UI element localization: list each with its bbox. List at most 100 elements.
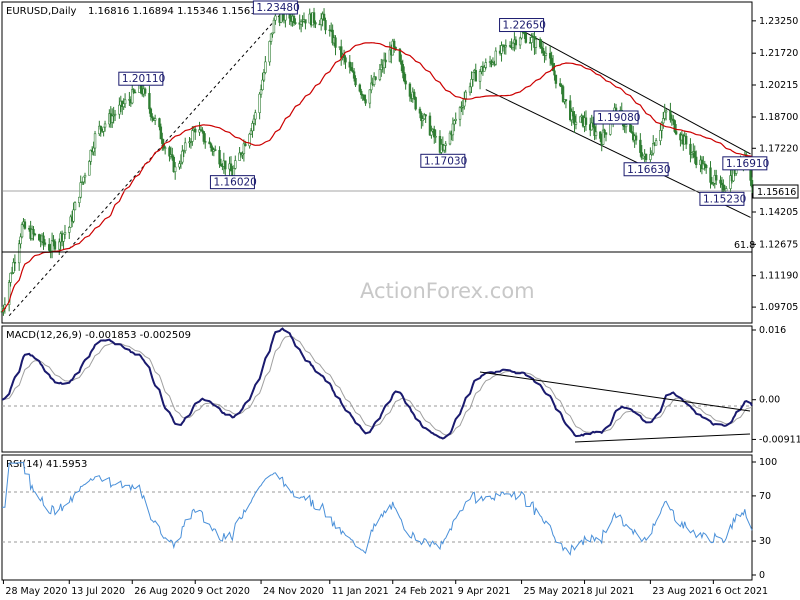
candle-body <box>702 163 705 170</box>
candle-body <box>148 93 151 110</box>
candle-body <box>553 70 556 76</box>
candle-body <box>20 224 24 238</box>
candle-body <box>63 232 67 235</box>
candle-body <box>322 13 326 21</box>
candle-body <box>292 15 296 23</box>
macd-lower-trendline <box>574 433 751 443</box>
price-tick-label: 1.12675 <box>759 239 798 250</box>
candle-body <box>258 93 261 114</box>
price-annotation-box <box>252 0 298 15</box>
candle-body <box>202 131 206 142</box>
rsi-tick-label: 0 <box>759 570 765 581</box>
candle-body <box>674 131 678 135</box>
candle-body <box>122 103 125 107</box>
price-annotation-box <box>209 175 255 190</box>
candle-body <box>238 152 241 161</box>
candle-body <box>234 160 237 169</box>
candle-body <box>358 84 362 92</box>
candle-body <box>33 233 37 236</box>
macd-upper-trendline <box>479 371 751 412</box>
candle-body <box>720 182 724 186</box>
candle-body <box>444 143 447 146</box>
fib-618-label: 61.8 <box>734 240 755 251</box>
x-tick-label: 23 Aug 2021 <box>652 586 713 597</box>
candle-body <box>368 89 372 104</box>
price-tick-label: 1.11190 <box>759 271 798 282</box>
candle-body <box>182 150 185 152</box>
candle-body <box>640 152 643 159</box>
candle-body <box>374 76 377 80</box>
x-tick-label: 6 Oct 2021 <box>715 586 768 597</box>
price-tick-label: 1.23250 <box>759 16 798 27</box>
candle-body <box>672 118 675 121</box>
candle-body <box>251 123 254 132</box>
rsi-axis: 100 70 30 0 <box>752 457 777 581</box>
candle-body <box>524 33 528 43</box>
candle-body <box>561 86 565 102</box>
candle-body <box>464 91 467 99</box>
candle-body <box>571 111 575 117</box>
x-axis: 28 May 2020 13 Jul 2020 26 Aug 2020 9 Oct 2… <box>2 580 768 597</box>
candle-body <box>484 62 487 68</box>
x-tick-label: 11 Jan 2021 <box>332 586 389 597</box>
candle-body <box>408 83 412 97</box>
macd-axis: 0.016 0.00 -0.009116 <box>752 325 800 445</box>
candle-body <box>184 142 187 151</box>
price-annotation-box <box>623 162 669 177</box>
candle-body <box>591 122 595 127</box>
candle-body <box>131 89 134 104</box>
macd-panel <box>1 325 753 453</box>
candle-body <box>79 182 82 198</box>
candle-body <box>149 108 153 117</box>
candle-body <box>573 115 576 125</box>
candle-body <box>719 179 722 184</box>
macd-line <box>1 327 753 440</box>
candle-body <box>388 49 392 63</box>
candle-body <box>218 150 221 165</box>
price-annotation-label: 1.23480 <box>256 2 299 14</box>
candle-body <box>663 111 666 119</box>
candle-body <box>191 130 194 142</box>
candle-body <box>662 118 665 124</box>
candle-body <box>434 136 437 138</box>
candle-body <box>569 100 572 121</box>
candle-body <box>392 40 396 48</box>
candle-body <box>550 57 553 64</box>
candle-body <box>111 115 114 123</box>
x-tick-label: 24 Feb 2021 <box>395 586 454 597</box>
candle-body <box>750 180 754 188</box>
rsi-line <box>2 462 753 556</box>
macd-tick-label: 0.016 <box>759 325 786 336</box>
candle-body <box>38 234 41 241</box>
x-tick-label: 8 Jul 2021 <box>587 586 635 597</box>
candle-body <box>229 163 233 172</box>
candle-body <box>224 160 227 170</box>
moving-average-line <box>1 42 753 313</box>
candle-body <box>98 125 101 135</box>
candle-body <box>504 45 508 48</box>
candle-body <box>153 118 157 121</box>
candle-body <box>474 70 477 82</box>
candle-body <box>132 89 135 93</box>
candle-body <box>629 124 632 132</box>
candle-body <box>173 166 177 172</box>
price-tick-label: 1.21720 <box>759 48 798 59</box>
candle-body <box>382 59 386 69</box>
candle-body <box>534 39 538 48</box>
candle-body <box>430 130 433 136</box>
candle-body <box>644 153 648 160</box>
price-tick-label: 1.17220 <box>759 143 798 154</box>
price-annotation-label: 1.17030 <box>424 155 467 167</box>
candle-body <box>261 79 264 91</box>
candle-body <box>471 71 475 80</box>
candle-body <box>483 67 486 72</box>
candle-body <box>684 135 688 145</box>
candle-body <box>559 83 562 86</box>
price-annotation-box <box>118 71 164 86</box>
candle-body <box>269 33 273 42</box>
candle-body <box>689 143 692 155</box>
candle-body <box>68 226 71 233</box>
candle-body <box>151 116 154 119</box>
candle-body <box>348 61 352 68</box>
